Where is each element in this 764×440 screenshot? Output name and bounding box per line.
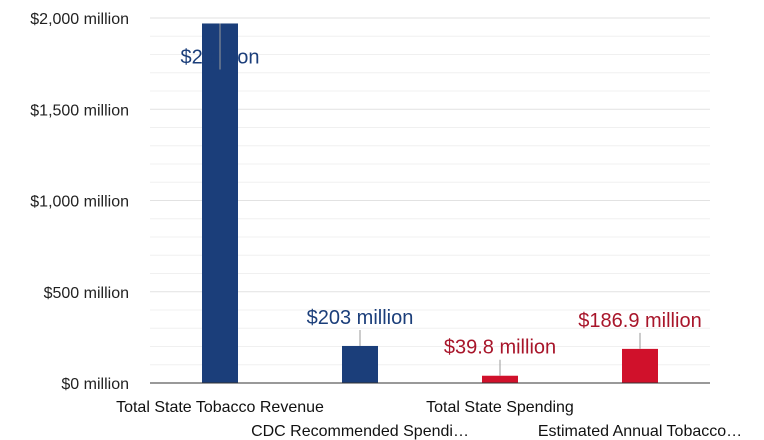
x-category-label: Total State Spending (426, 399, 574, 416)
x-category-label: Total State Tobacco Revenue (116, 399, 324, 416)
bar (622, 348, 658, 383)
x-axis-category-labels: Total State Tobacco Revenue CDC Recommend… (116, 399, 742, 440)
y-tick-label: $0 million (61, 376, 129, 393)
y-tick-label: $2,000 million (30, 11, 129, 28)
bar (202, 23, 238, 383)
y-tick-label: $500 million (44, 285, 129, 302)
y-axis-tick-labels: $0 million $500 million $1,000 million $1,5… (30, 11, 129, 393)
bar (482, 375, 518, 383)
x-category-label: Estimated Annual Tobacco… (538, 423, 742, 440)
bar (342, 345, 378, 383)
data-labels: $2 billion $203 million $39.8 million $186.… (181, 46, 702, 358)
gridlines (150, 17, 710, 366)
data-label: $203 million (307, 307, 414, 329)
data-label: $39.8 million (444, 337, 556, 359)
y-tick-label: $1,000 million (30, 194, 129, 211)
data-label: $186.9 million (578, 310, 701, 332)
x-category-label: CDC Recommended Spendi… (251, 423, 469, 440)
y-tick-label: $1,500 million (30, 102, 129, 119)
bars (202, 23, 658, 383)
data-label-leaders (219, 23, 641, 376)
data-label: $2 billion (181, 46, 260, 68)
